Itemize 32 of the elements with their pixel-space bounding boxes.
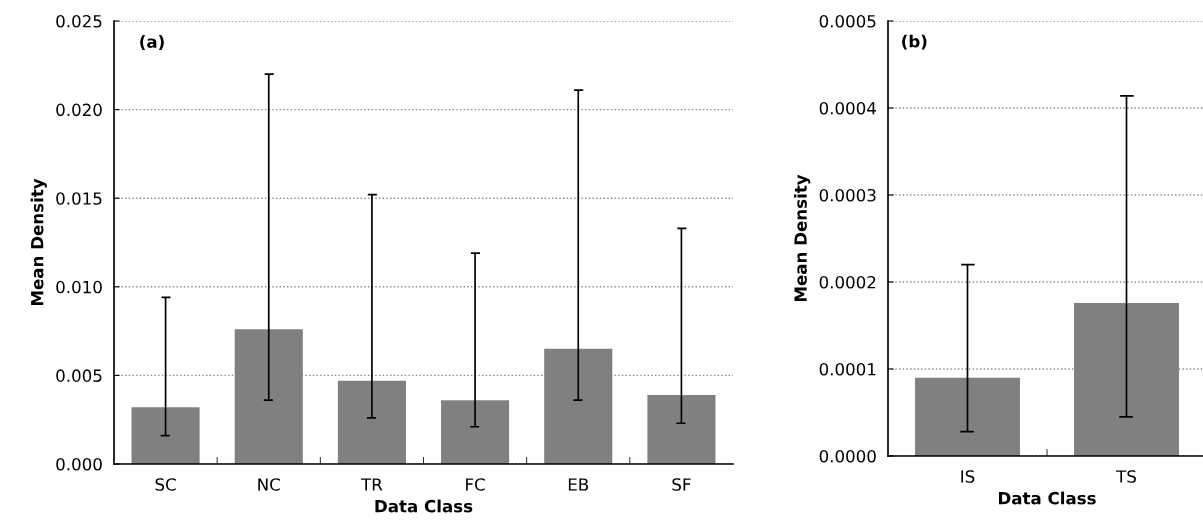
x-tick-label: EB bbox=[568, 478, 589, 491]
x-tick-label: TR bbox=[360, 478, 383, 491]
y-tick-label: 0.025 bbox=[56, 14, 102, 28]
bar bbox=[441, 400, 510, 464]
y-tick-label: 0.0001 bbox=[819, 362, 876, 376]
bar bbox=[337, 380, 406, 464]
x-tick-label: IS bbox=[961, 470, 975, 483]
y-tick-label: 0.020 bbox=[56, 103, 102, 117]
y-tick-label: 0.0000 bbox=[819, 449, 876, 463]
y-tick-label: 0.000 bbox=[56, 457, 102, 471]
x-tick-label: TS bbox=[1116, 470, 1136, 483]
x-axis-title: Data Class bbox=[998, 491, 1096, 505]
x-tick-label: SC bbox=[155, 478, 176, 491]
y-tick-label: 0.0005 bbox=[819, 14, 876, 28]
y-tick-label: 0.005 bbox=[56, 369, 102, 382]
annotation: (b) bbox=[902, 34, 927, 50]
bar bbox=[544, 348, 613, 464]
y-axis-title: Mean Density bbox=[30, 178, 47, 306]
bar bbox=[234, 329, 303, 464]
bar bbox=[131, 407, 200, 464]
x-tick-label: NC bbox=[258, 478, 280, 491]
bar bbox=[647, 394, 716, 464]
y-tick-label: 0.010 bbox=[56, 280, 102, 294]
y-tick-label: 0.0003 bbox=[819, 188, 876, 202]
y-axis-title: Mean Density bbox=[793, 174, 811, 302]
x-tick-label: FC bbox=[466, 478, 485, 491]
y-tick-label: 0.0002 bbox=[819, 275, 876, 289]
y-tick-label: 0.015 bbox=[56, 192, 102, 205]
annotation: (a) bbox=[140, 35, 164, 50]
x-tick-label: SF bbox=[672, 478, 691, 491]
y-tick-label: 0.0004 bbox=[819, 101, 876, 115]
x-axis-title: Data Class bbox=[375, 499, 473, 513]
